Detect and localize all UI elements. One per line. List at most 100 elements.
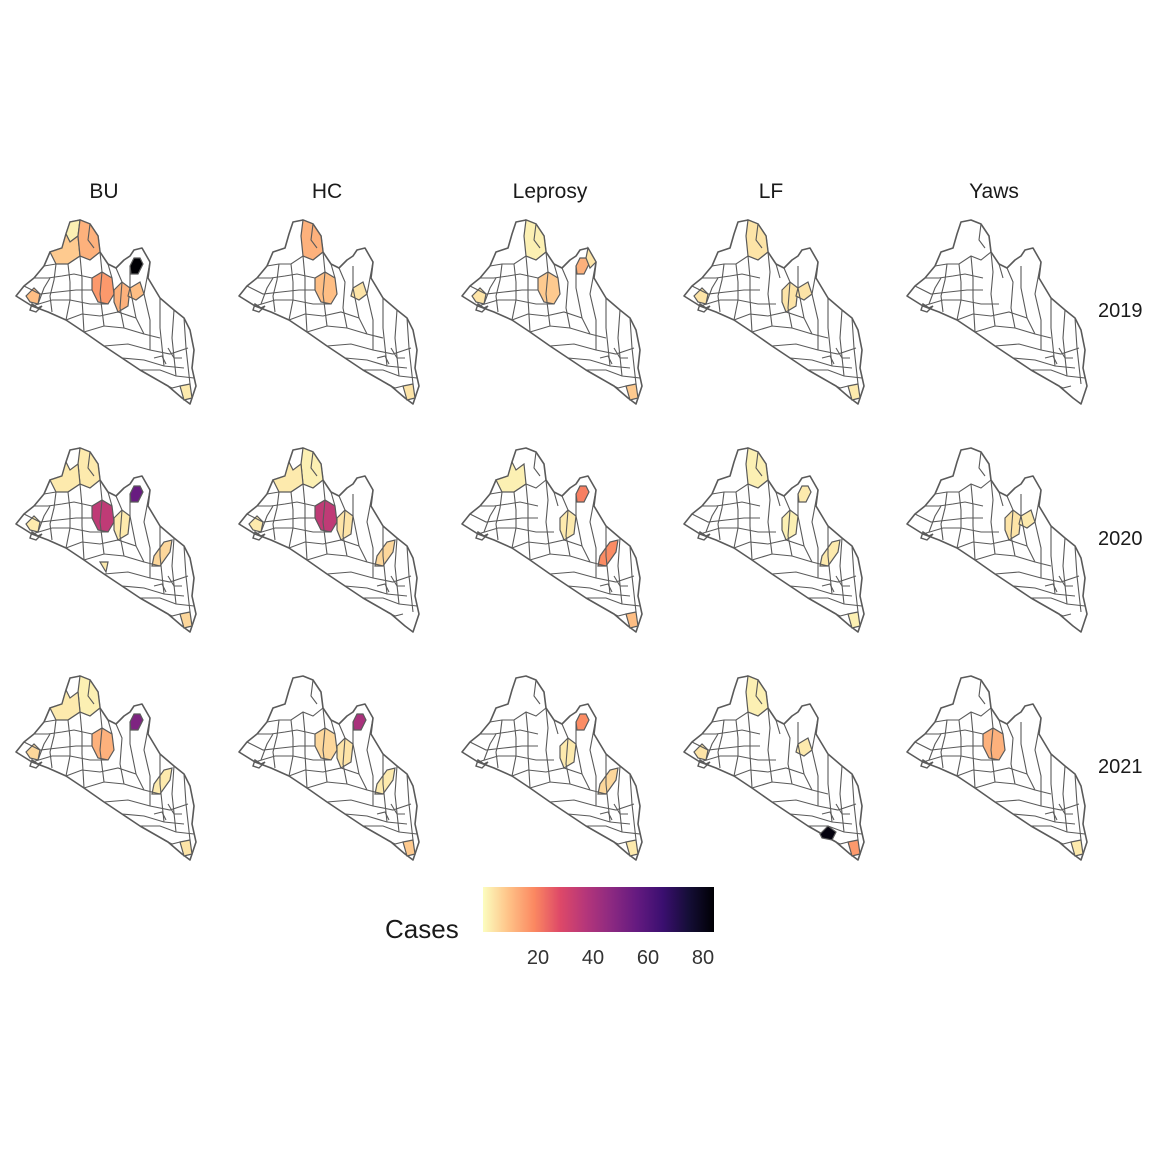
district-boundary [1062, 537, 1068, 605]
district-boundary [344, 813, 408, 825]
district-boundary [755, 679, 763, 705]
district-far-south-east [847, 839, 861, 857]
district-boundary [851, 317, 859, 385]
district-boundary [998, 491, 1004, 507]
district-far-north-east [575, 485, 590, 503]
district-boundary [851, 545, 859, 613]
district-far-south-east [402, 839, 416, 857]
district-boundary [469, 741, 538, 751]
district-boundary [1012, 357, 1076, 369]
district-boundary [1050, 754, 1056, 823]
district-boundary [1050, 526, 1056, 595]
district-boundary [586, 825, 641, 835]
district-boundary [617, 765, 623, 833]
coastal-district-cluster [29, 530, 43, 541]
column-label-hc: HC [311, 180, 343, 203]
district-boundary [272, 719, 280, 769]
coastal-district-cluster [475, 302, 489, 313]
district-boundary [613, 803, 628, 815]
district-boundary [1044, 583, 1058, 593]
district-boundary [755, 223, 763, 249]
district-boundary [143, 489, 151, 578]
district-boundary [605, 526, 611, 595]
district-far-north-east [575, 713, 590, 731]
district-boundary [272, 263, 280, 313]
district-boundary [705, 733, 719, 761]
district-boundary [1034, 717, 1042, 806]
district-boundary [140, 597, 195, 607]
district-boundary [811, 717, 819, 806]
district-boundary [183, 545, 191, 613]
district-boundary [775, 491, 781, 507]
district-boundary [767, 479, 773, 555]
coastal-district-cluster [29, 302, 43, 313]
district-boundary [553, 491, 559, 507]
district-boundary [821, 355, 835, 365]
map-panel-hc-2021 [238, 675, 420, 861]
district-boundary [934, 479, 992, 495]
district-boundary [65, 311, 137, 321]
district-south-mid [597, 767, 619, 795]
district-boundary [322, 479, 328, 555]
district-boundary [65, 767, 137, 777]
district-central-a [537, 271, 561, 305]
legend-tick-mark [538, 932, 539, 938]
district-far-south-east [179, 839, 193, 857]
country-outline [906, 675, 1088, 861]
district-boundary [827, 526, 833, 595]
district-boundary [489, 479, 547, 495]
district-boundary [940, 263, 948, 313]
district-boundary [115, 267, 125, 329]
country-outline [238, 219, 420, 405]
district-boundary [330, 491, 336, 507]
district-boundary [545, 251, 551, 327]
district-boundary [288, 539, 360, 549]
district-boundary [1020, 266, 1036, 335]
district-boundary [717, 491, 725, 541]
district-boundary [344, 357, 408, 369]
district-boundary [990, 707, 996, 783]
district-boundary [978, 451, 986, 477]
district-boundary [49, 719, 57, 769]
district-boundary [956, 263, 962, 321]
district-central-a [91, 271, 115, 305]
district-south-mid [374, 767, 396, 795]
coastal-district-cluster [920, 758, 934, 769]
district-boundary [107, 719, 113, 735]
district-boundary [783, 267, 793, 329]
district-boundary [260, 733, 274, 761]
district-boundary [609, 611, 627, 617]
district-boundary [617, 537, 623, 605]
district-boundary [1074, 773, 1082, 841]
district-boundary [140, 825, 195, 835]
district-boundary [553, 719, 559, 735]
district-boundary [609, 839, 627, 845]
district-boundary [914, 285, 983, 295]
district-boundary [821, 811, 835, 821]
district-boundary [1031, 369, 1086, 379]
district-boundary [808, 597, 863, 607]
district-boundary [733, 491, 739, 549]
district-boundary [1020, 494, 1036, 563]
country-outline [238, 447, 420, 633]
district-boundary [37, 505, 51, 533]
district-boundary [925, 501, 984, 507]
district-boundary [495, 719, 503, 769]
district-boundary [691, 513, 760, 523]
coastal-district-cluster [697, 302, 711, 313]
district-boundary [839, 309, 845, 377]
district-boundary [394, 765, 400, 833]
district-boundary [65, 719, 71, 777]
district-boundary [586, 369, 641, 379]
district-boundary [783, 723, 793, 785]
coastal-district-cluster [697, 758, 711, 769]
district-boundary [495, 491, 503, 541]
district-boundary [827, 298, 833, 367]
district-central-a [314, 727, 338, 761]
district-boundary [525, 255, 531, 333]
district-far-south-east [847, 611, 861, 629]
district-boundary [835, 347, 850, 359]
district-boundary [159, 298, 165, 367]
district-boundary [34, 729, 93, 735]
